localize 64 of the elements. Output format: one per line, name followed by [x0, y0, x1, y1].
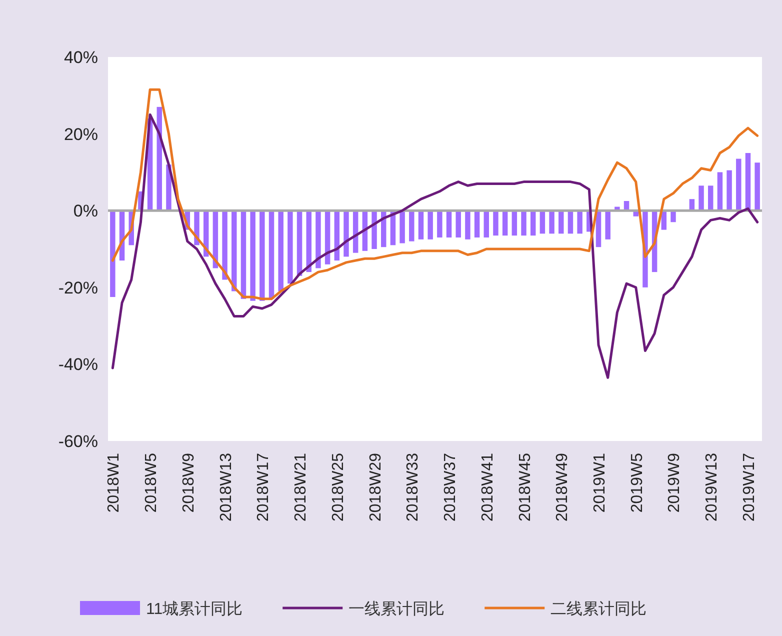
bar [400, 210, 405, 244]
x-tick-label: 2019W17 [740, 452, 758, 522]
bar [409, 210, 414, 242]
bar [296, 210, 302, 276]
bar [278, 210, 284, 292]
bar [456, 210, 461, 238]
bar [530, 210, 536, 236]
bar [316, 210, 321, 268]
x-tick-label: 2018W21 [292, 452, 310, 522]
legend-label: 二线累计同比 [550, 600, 647, 618]
bar [418, 210, 424, 240]
bar [474, 210, 480, 238]
legend-label: 一线累计同比 [348, 600, 445, 618]
bar [437, 210, 442, 238]
bar [502, 210, 508, 236]
bar [240, 210, 246, 299]
legend-label: 11城累计同比 [146, 600, 243, 618]
x-tick-label: 2018W45 [516, 452, 534, 522]
bar [726, 170, 732, 211]
bar [736, 158, 742, 211]
x-tick-label: 2018W13 [218, 452, 235, 522]
x-tick-label: 2019W13 [704, 452, 721, 522]
x-tick-label: 2018W17 [255, 452, 272, 522]
bar [110, 210, 116, 297]
x-tick-label: 2019W9 [666, 452, 684, 513]
bar [446, 210, 452, 238]
x-tick-label: 2018W29 [367, 452, 384, 522]
y-tick-label: -60% [58, 432, 98, 451]
bar [512, 210, 518, 236]
bar [484, 210, 489, 238]
bar [549, 210, 554, 234]
bar [577, 210, 582, 234]
x-tick-label: 2018W5 [143, 452, 160, 513]
y-tick-label: 0% [73, 202, 98, 221]
x-tick-label: 2018W41 [479, 452, 496, 522]
bar [428, 210, 433, 240]
bar [521, 210, 526, 236]
bar [268, 210, 274, 299]
x-tick-label: 2018W49 [554, 452, 572, 522]
bar [344, 210, 349, 257]
bar [222, 210, 228, 280]
x-tick-label: 2018W33 [404, 452, 422, 522]
x-tick-label: 2019W1 [592, 452, 608, 513]
bar [465, 210, 470, 240]
bar [754, 162, 760, 211]
x-tick-label: 2018W9 [180, 452, 198, 513]
bar [288, 210, 293, 284]
y-tick-label: 20% [64, 124, 98, 144]
bar [250, 210, 256, 301]
bar [745, 153, 751, 211]
bar [493, 210, 498, 236]
bar [717, 172, 723, 211]
y-tick-label: -40% [58, 355, 98, 374]
x-tick-label: 2018W25 [330, 452, 347, 522]
bar [698, 186, 704, 211]
y-tick-label: 40% [64, 48, 98, 67]
x-tick-label: 2018W1 [106, 452, 123, 513]
y-tick-label: -20% [58, 278, 98, 298]
bar [260, 210, 265, 301]
line-series [111, 113, 759, 379]
bar [605, 210, 610, 240]
bar [708, 186, 714, 211]
x-tick-label: 2019W5 [628, 452, 646, 513]
x-tick-label: 2018W37 [442, 452, 460, 522]
